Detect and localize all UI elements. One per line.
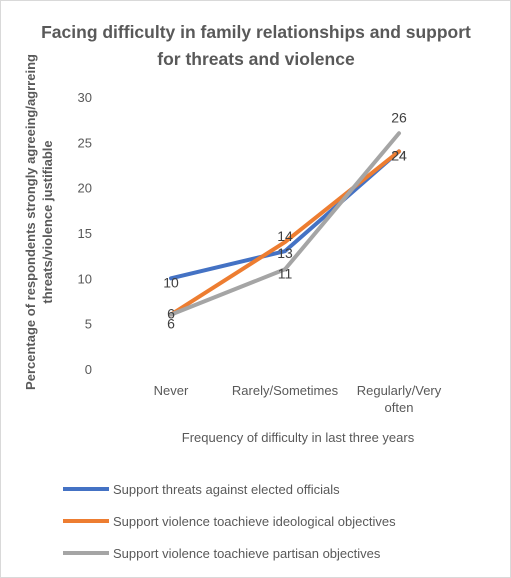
data-label: 6 bbox=[167, 306, 175, 322]
legend-item: Support violence toachieve ideological o… bbox=[63, 505, 396, 537]
legend-swatch bbox=[63, 551, 109, 555]
data-label: 11 bbox=[278, 265, 293, 281]
legend-label: Support threats against elected official… bbox=[113, 481, 340, 497]
legend-item: Support threats against elected official… bbox=[63, 473, 396, 505]
data-label: 13 bbox=[277, 245, 293, 261]
legend-swatch bbox=[63, 519, 109, 523]
y-tick-label: 0 bbox=[85, 362, 92, 377]
x-tick-label: Rarely/Sometimes bbox=[232, 383, 339, 398]
y-tick-label: 25 bbox=[78, 135, 92, 150]
x-axis-title: Frequency of difficulty in last three ye… bbox=[182, 430, 415, 445]
data-label: 14 bbox=[277, 228, 293, 244]
legend-swatch bbox=[63, 487, 109, 491]
legend: Support threats against elected official… bbox=[63, 473, 396, 569]
x-tick-label: Never bbox=[154, 383, 189, 398]
series-line-1 bbox=[169, 149, 401, 281]
data-label: 6 bbox=[167, 316, 175, 332]
data-label: 24 bbox=[391, 147, 407, 163]
y-axis-title: Percentage of respondents strongly agree… bbox=[23, 54, 55, 390]
legend-item: Support violence toachieve partisan obje… bbox=[63, 537, 396, 569]
y-tick-label: 30 bbox=[78, 90, 92, 105]
chart-title: Facing difficulty in family relationship… bbox=[41, 22, 471, 69]
series-line-3 bbox=[169, 131, 401, 317]
legend-label: Support violence toachieve ideological o… bbox=[113, 513, 396, 529]
y-tick-label: 15 bbox=[78, 226, 92, 241]
data-label: 10 bbox=[163, 274, 179, 290]
legend-label: Support violence toachieve partisan obje… bbox=[113, 545, 381, 561]
y-tick-label: 10 bbox=[78, 271, 92, 286]
x-tick-label: Regularly/Very often bbox=[357, 383, 442, 415]
y-tick-label: 20 bbox=[78, 181, 92, 196]
data-label: 26 bbox=[391, 109, 407, 125]
data-label: 24 bbox=[391, 147, 407, 163]
y-tick-label: 5 bbox=[85, 317, 92, 332]
